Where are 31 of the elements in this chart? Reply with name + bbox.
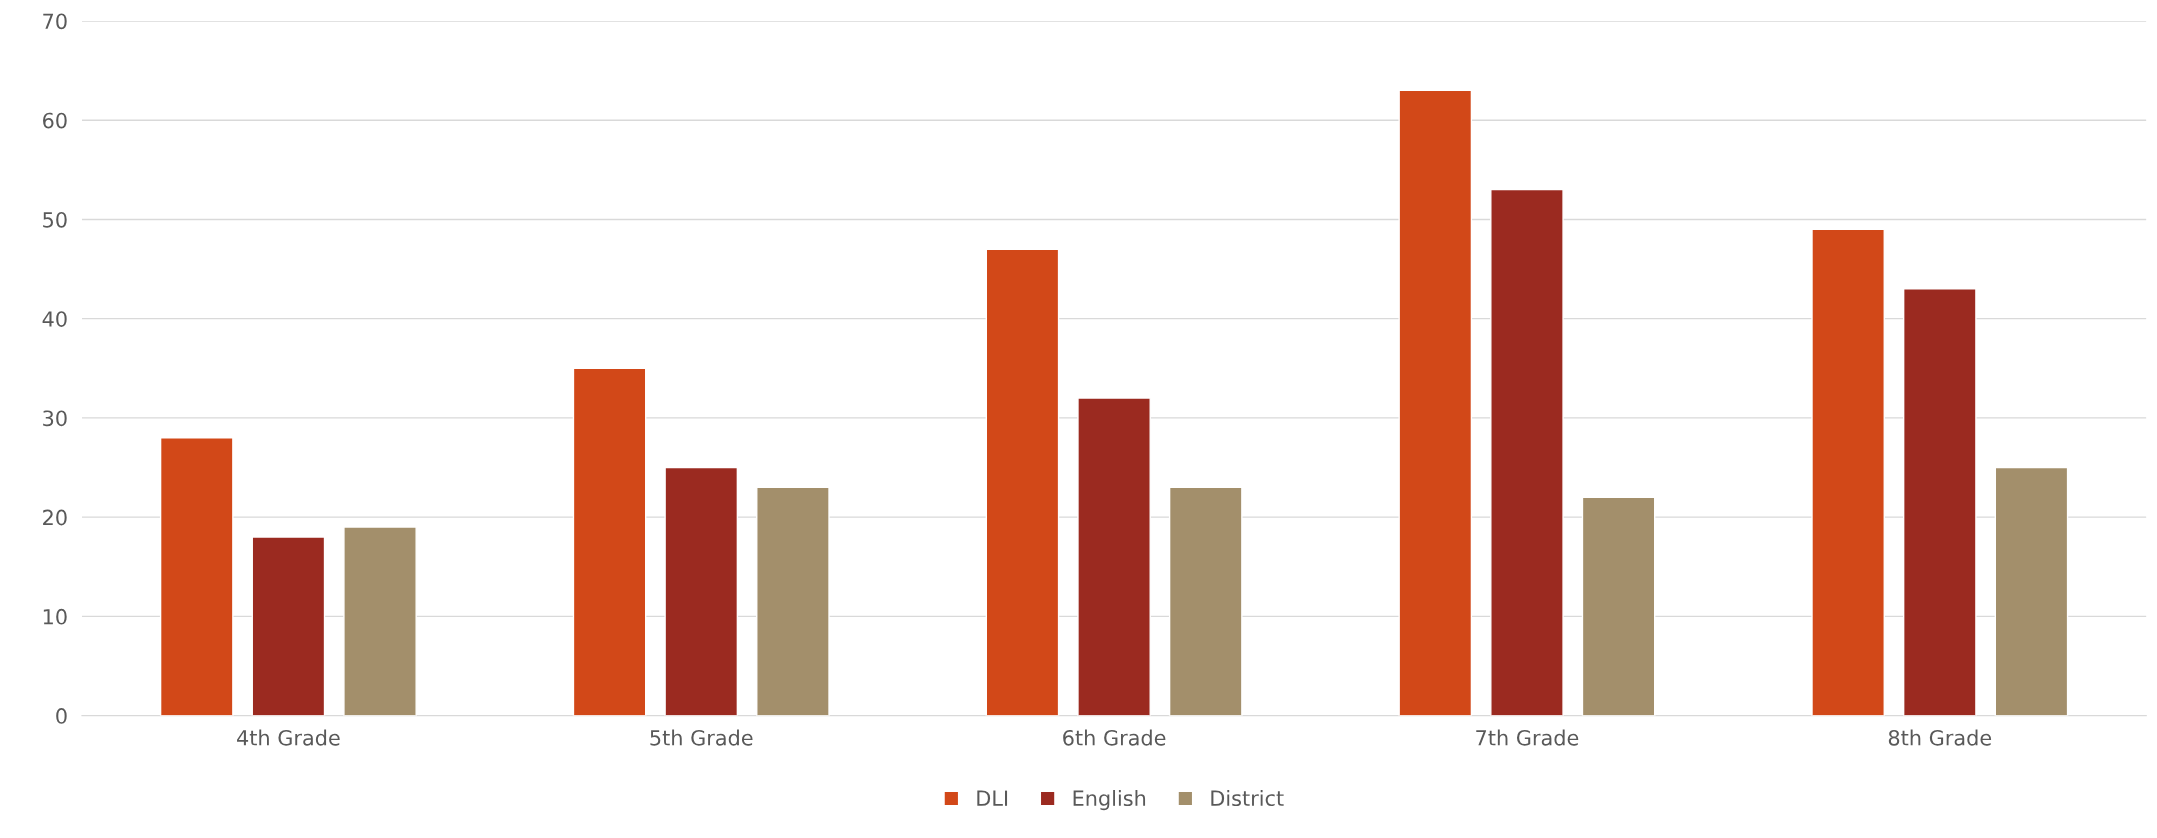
bar [343,526,417,716]
bar [1168,486,1243,716]
y-tick-label: 60 [43,112,67,129]
bar [756,486,830,716]
y-tick-label: 40 [42,311,67,327]
bar [1398,89,1473,716]
y-tick-label: 30 [43,410,67,427]
bar [1490,188,1564,716]
bar [572,367,647,716]
legend-label: DLI [977,790,1008,806]
bar [159,437,234,716]
legend-label: English [1073,789,1146,811]
bar [1077,397,1151,716]
legend-label: District [1211,789,1284,807]
bar [1994,466,2069,716]
bar [251,536,326,716]
y-tick-label: 70 [43,13,67,30]
y-tick-label: 0 [56,708,67,724]
y-tick-label: 10 [43,608,67,625]
y-tick-label: 20 [43,509,67,526]
y-tick-label: 50 [43,211,67,228]
x-tick-label: 7th Grade [1476,729,1579,746]
bar [985,248,1060,716]
bar [664,466,739,716]
x-tick-label: 5th Grade [650,729,753,746]
bar [1581,496,1656,716]
bar [1811,228,1885,716]
x-tick-label: 8th Grade [1888,729,1992,746]
bar [1902,288,1977,716]
x-tick-label: 6th Grade [1063,729,1166,746]
x-tick-label: 4th Grade [237,729,340,746]
